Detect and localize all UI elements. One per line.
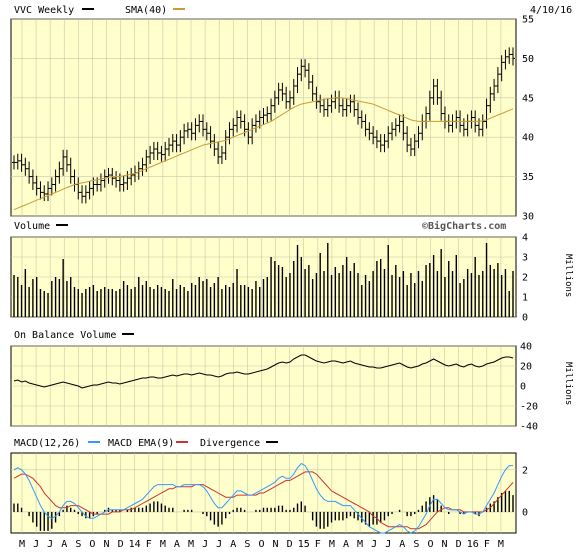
y-tick-label: 4	[522, 233, 528, 244]
macd-line	[13, 462, 513, 534]
x-tick-label: N	[442, 539, 448, 550]
x-tick-label: F	[315, 539, 321, 550]
y-tick-label: 30	[522, 212, 534, 223]
x-tick-label: M	[357, 539, 363, 550]
divergence-legend-label: Divergence	[200, 438, 260, 449]
volume-y-axis: 0 1 2 3 4	[522, 233, 528, 324]
macd-panel: 02 MACD(12,26) MACD EMA(9) Divergence	[10, 438, 528, 534]
volume-bars	[13, 243, 514, 317]
x-tick-label: J	[202, 539, 208, 550]
y-tick-label: 0	[522, 313, 528, 324]
x-tick-label: A	[61, 539, 67, 550]
sma-legend-label: SMA(40)	[125, 5, 167, 16]
obv-title: On Balance Volume	[14, 330, 116, 341]
macd-grid	[11, 453, 516, 533]
x-tick-label: 15	[298, 539, 310, 550]
x-tick-label: S	[75, 539, 81, 550]
x-tick-label: F	[146, 539, 152, 550]
obv-unit-label: Millions	[563, 362, 573, 405]
y-tick-label: 0	[520, 382, 526, 393]
y-tick-label: 20	[520, 362, 532, 373]
sma-line	[13, 97, 514, 211]
x-tick-label: M	[498, 539, 504, 550]
x-tick-label: D	[287, 539, 293, 550]
x-tick-label: S	[244, 539, 250, 550]
volume-legend-swatch	[56, 224, 68, 226]
price-ohlc-bars	[12, 47, 515, 204]
watermark: ©BigCharts.com	[422, 220, 506, 232]
x-tick-label: J	[371, 539, 377, 550]
volume-grid	[11, 236, 516, 318]
volume-panel: 0 1 2 3 4 Volume Millions	[10, 221, 573, 324]
x-tick-label: J	[385, 539, 391, 550]
x-tick-label: M	[188, 539, 194, 550]
macd-ema-legend-label: MACD EMA(9)	[108, 438, 174, 449]
y-tick-label: 55	[522, 15, 534, 26]
x-tick-label: A	[343, 539, 349, 550]
x-tick-label: J	[216, 539, 222, 550]
obv-line	[13, 354, 514, 389]
volume-unit-label: Millions	[563, 254, 573, 297]
symbol-legend-label: VVC Weekly	[14, 5, 74, 16]
x-tick-label: A	[230, 539, 236, 550]
macd-y-axis: 02	[522, 465, 528, 518]
x-tick-label: N	[273, 539, 279, 550]
obv-y-axis: -40 -20 0 20 40	[520, 342, 538, 433]
y-tick-label: 45	[522, 93, 534, 104]
y-tick-label: 3	[522, 253, 528, 264]
y-tick-label: 40	[520, 342, 532, 353]
x-tick-label: O	[258, 539, 264, 550]
y-tick-label: 40	[522, 133, 534, 144]
y-tick-label: 50	[522, 54, 534, 65]
sma-legend-swatch	[173, 8, 185, 10]
x-tick-label: J	[47, 539, 53, 550]
x-tick-label: O	[427, 539, 433, 550]
x-tick-label: A	[399, 539, 405, 550]
x-tick-label: M	[329, 539, 335, 550]
macd-legend-label: MACD(12,26)	[14, 438, 80, 449]
x-tick-label: D	[118, 539, 124, 550]
x-tick-label: S	[413, 539, 419, 550]
x-tick-label: F	[484, 539, 490, 550]
y-tick-label: 2	[522, 273, 528, 284]
y-tick-label: 35	[522, 172, 534, 183]
price-y-axis: 30 35 40 45 50 55	[522, 15, 534, 223]
y-tick-label: 0	[522, 507, 528, 518]
x-tick-label: D	[456, 539, 462, 550]
x-tick-label: N	[103, 539, 109, 550]
x-tick-label: O	[89, 539, 95, 550]
obv-panel: -40 -20 0 20 40 On Balance Volume Millions	[10, 330, 573, 433]
x-tick-label: A	[174, 539, 180, 550]
x-axis: M J J A S O N D 14 F M A M J J A S O N D 15 F M A M J J A S O N D 16 F M	[19, 539, 504, 550]
obv-legend-swatch	[122, 333, 134, 335]
macd-legend-swatch	[88, 441, 100, 443]
x-tick-label: 16	[467, 539, 479, 550]
y-tick-label: -40	[520, 422, 538, 433]
volume-title: Volume	[14, 221, 50, 232]
chart-date: 4/10/16	[530, 5, 572, 16]
y-tick-label: -20	[520, 402, 538, 413]
macd-ema-legend-swatch	[176, 441, 188, 443]
x-tick-label: 14	[129, 539, 141, 550]
symbol-legend-swatch	[82, 8, 94, 10]
x-tick-label: M	[160, 539, 166, 550]
macd-ema-line	[13, 471, 514, 530]
divergence-legend-swatch	[266, 441, 278, 443]
x-tick-label: J	[33, 539, 39, 550]
y-tick-label: 1	[522, 293, 528, 304]
obv-grid	[11, 345, 516, 427]
y-tick-label: 2	[522, 465, 528, 476]
x-tick-label: M	[19, 539, 25, 550]
